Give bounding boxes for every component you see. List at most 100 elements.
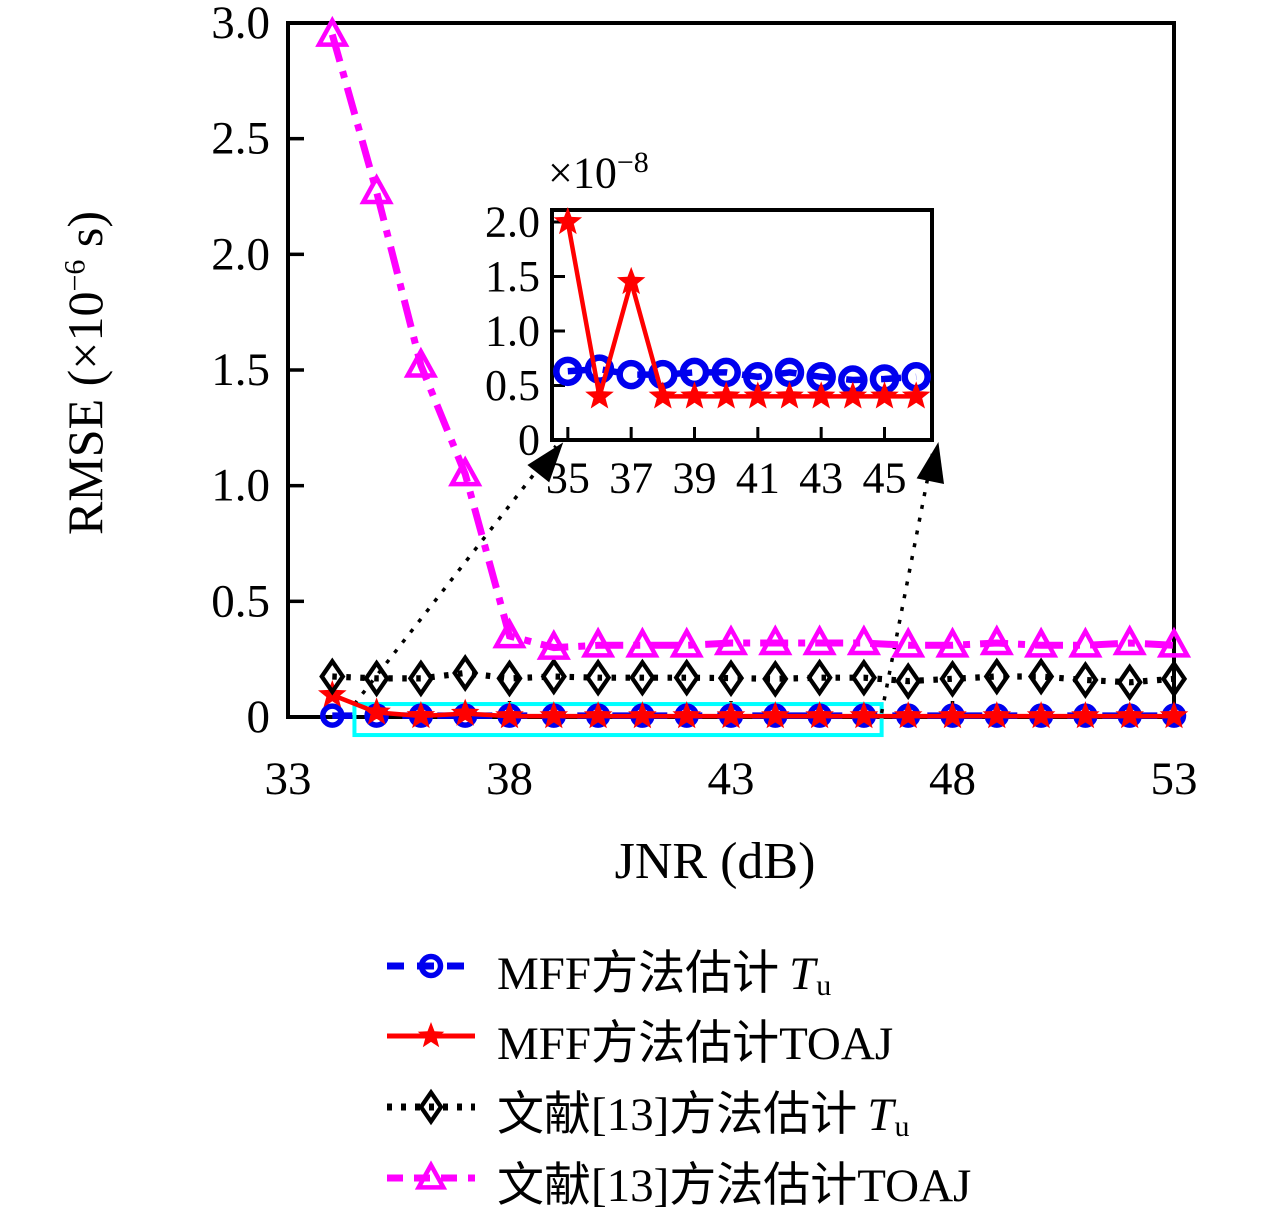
diamond-marker bbox=[673, 658, 700, 697]
star-marker bbox=[450, 698, 480, 726]
x-tick-label: 38 bbox=[486, 753, 533, 805]
legend-item-ref13-toaj: 文献[13]方法估计TOAJ bbox=[385, 1154, 982, 1212]
circle-marker bbox=[616, 359, 646, 390]
legend-marker-red-star bbox=[385, 1012, 477, 1065]
triangle-marker bbox=[846, 624, 882, 656]
triangle-marker bbox=[359, 173, 394, 205]
zoom-connectors bbox=[353, 444, 936, 714]
legend-marker-svg bbox=[387, 1021, 475, 1047]
diamond-marker bbox=[540, 657, 567, 696]
inset-y-tick-label: 1.5 bbox=[485, 252, 540, 301]
inset-y-tick-label: 2.0 bbox=[485, 197, 540, 246]
star-marker bbox=[805, 701, 834, 729]
y-tick-label: 0.5 bbox=[211, 575, 270, 627]
diamond-marker bbox=[452, 654, 479, 693]
y-tick-label: 2.0 bbox=[211, 228, 270, 280]
diamond-marker bbox=[496, 659, 523, 698]
star-marker bbox=[539, 701, 569, 729]
diamond-marker bbox=[1072, 660, 1099, 699]
y-tick-label: 0 bbox=[247, 691, 271, 743]
diamond-marker bbox=[939, 659, 966, 698]
legend-label-ref13-toaj: 文献[13]方法估计TOAJ bbox=[497, 1159, 972, 1212]
star-marker bbox=[893, 701, 923, 729]
zoom-arrowhead bbox=[916, 442, 944, 484]
main-series bbox=[315, 15, 1192, 729]
y-axis-title: RMSE (×10−6 s) bbox=[56, 118, 118, 628]
inset-x-tick-label: 43 bbox=[799, 454, 843, 503]
star-marker bbox=[775, 381, 804, 409]
diamond-marker bbox=[629, 658, 656, 697]
y-axis-title-text: RMSE (×10 bbox=[57, 291, 113, 536]
triangle-marker bbox=[1156, 626, 1192, 658]
star-marker bbox=[901, 381, 931, 409]
inset-x-tick-label: 41 bbox=[736, 454, 780, 503]
x-tick-label: 48 bbox=[929, 753, 976, 805]
inset-scale-multiplier: ×10−8 bbox=[548, 146, 649, 199]
star-marker bbox=[628, 701, 657, 729]
triangle-marker bbox=[891, 626, 926, 658]
triangle-marker bbox=[758, 624, 793, 656]
star-marker bbox=[362, 697, 391, 725]
triangle-marker bbox=[414, 1159, 448, 1190]
star-marker bbox=[716, 701, 746, 729]
triangle-marker bbox=[448, 455, 483, 487]
y-axis-title-unit: s) bbox=[57, 210, 113, 260]
star-marker bbox=[1159, 701, 1189, 729]
star-marker bbox=[806, 381, 836, 409]
diamond-marker bbox=[407, 659, 435, 698]
triangle-marker bbox=[580, 626, 616, 658]
star-marker bbox=[553, 207, 583, 235]
legend-label-ref13-tu: 文献[13]方法估计 bbox=[497, 1088, 858, 1141]
inset-x-tick-label: 39 bbox=[673, 454, 717, 503]
x-tick-label: 33 bbox=[265, 753, 312, 805]
star-marker bbox=[743, 381, 773, 409]
inset-y-tick-label: 1.0 bbox=[485, 306, 540, 355]
legend-marker-svg bbox=[387, 953, 475, 978]
star-marker bbox=[849, 701, 879, 729]
series-line-circle bbox=[567, 365, 917, 384]
star-marker bbox=[672, 701, 701, 729]
inset-plot: 00.51.01.52.035 37 39 41 43 45 bbox=[485, 197, 934, 503]
triangle-marker bbox=[1023, 626, 1059, 658]
inset-y-tick-label: 0.5 bbox=[485, 361, 540, 410]
star-marker bbox=[417, 1021, 445, 1047]
circle-marker bbox=[320, 703, 345, 728]
triangle-marker bbox=[536, 628, 571, 660]
y-tick-label: 3.0 bbox=[211, 0, 270, 49]
triangle-marker bbox=[935, 626, 970, 658]
x-tick-label: 43 bbox=[708, 753, 755, 805]
star-marker bbox=[838, 381, 868, 409]
star-marker bbox=[495, 701, 524, 729]
legend-label-mff-toaj: MFF方法估计TOAJ bbox=[497, 1017, 894, 1070]
y-tick-label: 2.5 bbox=[211, 113, 270, 165]
diamond-marker bbox=[983, 657, 1010, 696]
diamond-marker bbox=[762, 659, 789, 698]
legend-marker-svg bbox=[387, 1088, 475, 1125]
y-tick-label: 1.0 bbox=[211, 460, 270, 512]
star-marker bbox=[583, 701, 613, 729]
circle-marker bbox=[584, 354, 615, 384]
triangle-marker bbox=[802, 624, 837, 656]
star-marker bbox=[1026, 701, 1056, 729]
diamond-marker bbox=[1116, 663, 1143, 702]
legend-marker-black-diamond bbox=[385, 1083, 477, 1136]
diamond-marker bbox=[1160, 659, 1188, 698]
inset-frame bbox=[550, 208, 934, 442]
legend-marker-svg bbox=[387, 1159, 475, 1190]
y-tick-label: 1.5 bbox=[211, 344, 270, 396]
star-marker bbox=[585, 381, 614, 409]
x-tick-label: 53 bbox=[1151, 753, 1198, 805]
triangle-marker bbox=[492, 617, 527, 649]
triangle-marker bbox=[315, 15, 350, 47]
star-marker bbox=[761, 701, 790, 729]
star-marker bbox=[680, 381, 709, 409]
diamond-marker bbox=[1027, 657, 1055, 696]
triangle-marker bbox=[669, 626, 704, 658]
diamond-marker bbox=[363, 659, 390, 698]
star-marker bbox=[938, 701, 967, 729]
star-marker bbox=[406, 701, 436, 729]
legend-label-mff-tu: MFF方法估计 bbox=[497, 947, 780, 1000]
